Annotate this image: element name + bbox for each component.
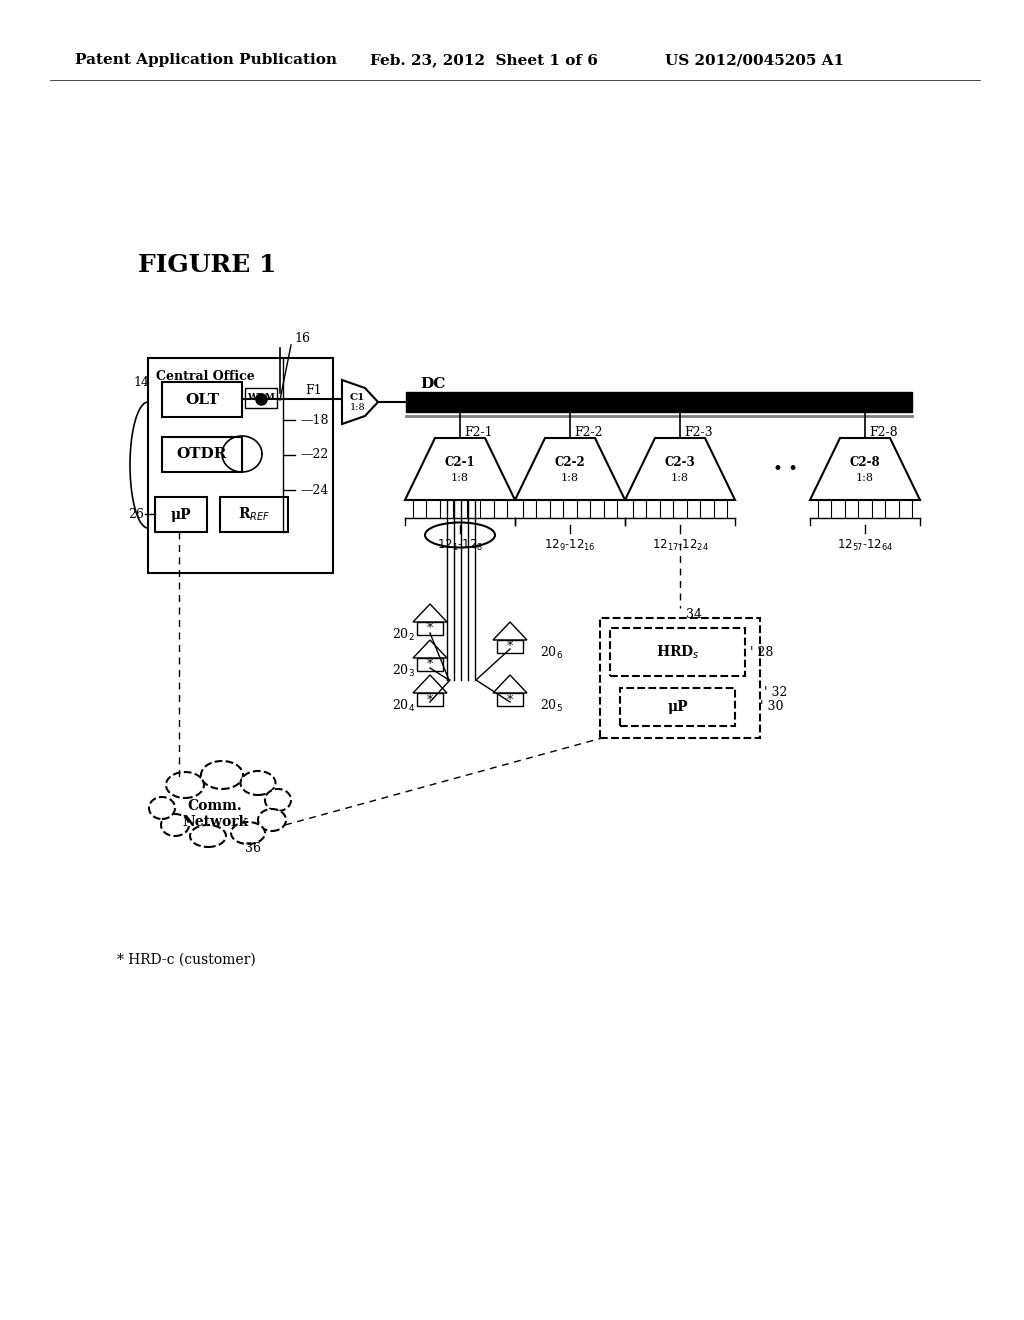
Ellipse shape [231,822,265,843]
Text: Network: Network [182,814,248,829]
FancyBboxPatch shape [417,693,443,706]
Text: OTDR: OTDR [177,447,227,462]
Text: Comm.: Comm. [187,799,243,813]
FancyBboxPatch shape [406,392,912,412]
Text: WDM: WDM [247,393,274,403]
Text: 36: 36 [245,842,261,854]
Text: μP: μP [668,700,688,714]
Text: —24: —24 [300,483,329,496]
Text: 1:8: 1:8 [350,404,366,412]
FancyBboxPatch shape [497,693,523,706]
Text: F2-2: F2-2 [574,425,602,438]
Text: C2-1: C2-1 [444,457,475,470]
Text: ' 32: ' 32 [764,686,787,700]
Text: —18: —18 [300,413,329,426]
FancyBboxPatch shape [220,498,288,532]
FancyBboxPatch shape [417,657,443,671]
Text: 20$_4$: 20$_4$ [392,698,415,714]
Text: 16: 16 [294,331,310,345]
Text: 1:8: 1:8 [561,473,579,483]
Text: *: * [507,693,513,706]
Ellipse shape [258,809,286,832]
FancyBboxPatch shape [497,640,523,653]
FancyBboxPatch shape [417,622,443,635]
Text: C2-2: C2-2 [555,457,586,470]
Text: 26: 26 [128,507,144,520]
Text: F2-3: F2-3 [684,425,713,438]
Text: *: * [427,623,433,635]
Text: 1:8: 1:8 [856,473,874,483]
Text: *: * [427,693,433,706]
Text: C2-3: C2-3 [665,457,695,470]
Text: ' 30: ' 30 [760,701,783,714]
FancyBboxPatch shape [162,437,242,473]
Text: 20$_2$: 20$_2$ [392,627,415,643]
Text: 20$_5$: 20$_5$ [540,698,563,714]
FancyBboxPatch shape [155,498,207,532]
Text: F2-8: F2-8 [869,425,898,438]
Text: US 2012/0045205 A1: US 2012/0045205 A1 [665,53,844,67]
Text: F1: F1 [305,384,322,397]
Text: Patent Application Publication: Patent Application Publication [75,53,337,67]
Text: OLT: OLT [185,392,219,407]
Ellipse shape [166,772,204,799]
Text: *: * [507,640,513,653]
Text: *: * [427,659,433,672]
Text: 20$_3$: 20$_3$ [392,663,415,678]
Ellipse shape [150,797,175,818]
Text: FIGURE 1: FIGURE 1 [138,253,276,277]
Text: C1: C1 [350,393,366,403]
Text: $12_{17}$-$12_{24}$: $12_{17}$-$12_{24}$ [651,537,709,553]
Ellipse shape [241,771,275,795]
Text: • •: • • [773,462,798,479]
Text: 1:8: 1:8 [451,473,469,483]
Text: F2-1: F2-1 [464,425,493,438]
Text: 14: 14 [133,376,150,389]
Text: 34: 34 [686,607,702,620]
Ellipse shape [201,762,243,789]
Text: $12_9$-$12_{16}$: $12_9$-$12_{16}$ [544,537,596,553]
Text: DC: DC [420,378,445,391]
Text: * HRD-c (customer): * HRD-c (customer) [117,953,256,968]
FancyBboxPatch shape [148,358,333,573]
Text: $12_{57}$-$12_{64}$: $12_{57}$-$12_{64}$ [837,537,893,553]
Text: R$_{REF}$: R$_{REF}$ [238,506,270,523]
FancyBboxPatch shape [610,628,745,676]
Text: HRD$_s$: HRD$_s$ [655,643,699,661]
Text: —22: —22 [300,449,329,462]
Text: 1:8: 1:8 [671,473,689,483]
Text: C2-8: C2-8 [850,457,881,470]
FancyBboxPatch shape [620,688,735,726]
Text: μP: μP [171,507,191,521]
Text: $12_1$-$12_8$: $12_1$-$12_8$ [437,537,483,553]
Text: 20$_6$: 20$_6$ [540,645,563,661]
FancyBboxPatch shape [245,388,278,408]
Ellipse shape [190,825,226,847]
Text: Feb. 23, 2012  Sheet 1 of 6: Feb. 23, 2012 Sheet 1 of 6 [370,53,598,67]
FancyBboxPatch shape [162,381,242,417]
Ellipse shape [161,814,189,836]
Text: Central Office: Central Office [156,370,255,383]
Text: ' 28: ' 28 [750,645,773,659]
Ellipse shape [265,789,291,810]
